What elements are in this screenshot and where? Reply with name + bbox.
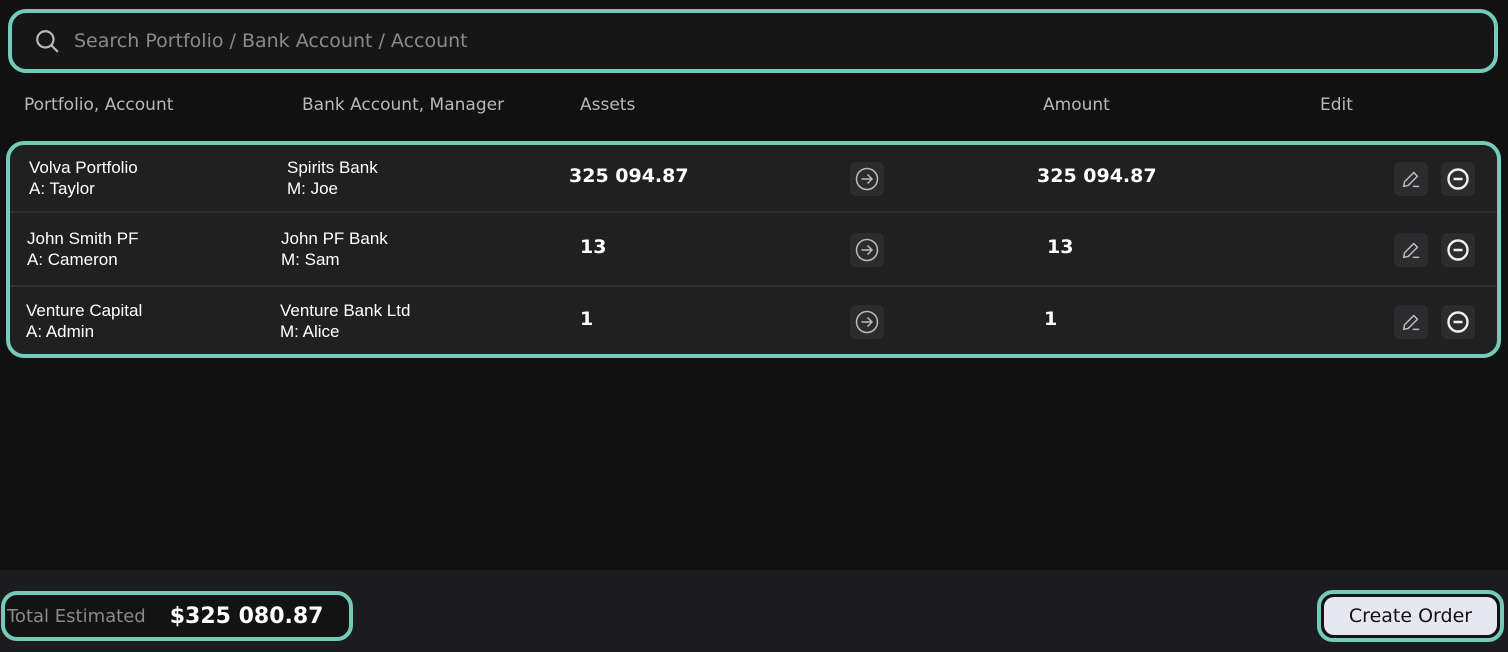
- arrow-right-circle-icon: [855, 167, 879, 191]
- pencil-icon: [1402, 314, 1420, 331]
- remove-button[interactable]: [1441, 162, 1475, 196]
- portfolio-name: John Smith PF: [27, 229, 139, 248]
- edit-button[interactable]: [1394, 233, 1428, 267]
- bank-cell: Venture Bank Ltd M: Alice: [280, 300, 410, 342]
- column-header-portfolio: Portfolio, Account: [24, 95, 174, 115]
- bank-name: Spirits Bank: [287, 158, 378, 177]
- total-label: Total Estimated: [7, 605, 146, 627]
- footer: Total Estimated $325 080.87 Create Order: [0, 570, 1508, 652]
- remove-button[interactable]: [1441, 233, 1475, 267]
- remove-button[interactable]: [1441, 305, 1475, 339]
- bank-cell: Spirits Bank M: Joe: [287, 157, 378, 199]
- total-value: $325 080.87: [169, 603, 324, 629]
- search-input[interactable]: [74, 30, 1374, 52]
- manager-name: M: Joe: [287, 179, 339, 198]
- amount-value[interactable]: 1: [1044, 308, 1058, 330]
- arrow-right-circle-icon: [855, 238, 879, 262]
- assets-value: 1: [580, 308, 594, 330]
- table-row[interactable]: John Smith PF A: Cameron John PF Bank M: S…: [10, 213, 1497, 287]
- assets-value: 325 094.87: [569, 165, 689, 187]
- pencil-icon: [1402, 242, 1420, 259]
- search-icon: [36, 30, 59, 53]
- amount-value[interactable]: 13: [1047, 236, 1074, 258]
- transfer-button[interactable]: [850, 233, 884, 267]
- edit-button[interactable]: [1394, 162, 1428, 196]
- column-header-edit: Edit: [1320, 95, 1353, 115]
- search-bar[interactable]: [8, 9, 1498, 73]
- portfolio-cell: Volva Portfolio A: Taylor: [29, 157, 138, 199]
- assets-value: 13: [580, 236, 607, 258]
- bank-cell: John PF Bank M: Sam: [281, 228, 388, 270]
- portfolio-name: Venture Capital: [26, 301, 143, 320]
- column-header-bank: Bank Account, Manager: [302, 95, 505, 115]
- manager-name: M: Alice: [280, 322, 340, 341]
- create-order-button[interactable]: Create Order: [1324, 597, 1497, 635]
- table-row[interactable]: Volva Portfolio A: Taylor Spirits Bank M: …: [10, 145, 1497, 213]
- minus-circle-icon: [1447, 311, 1469, 333]
- transfer-button[interactable]: [850, 305, 884, 339]
- bank-name: John PF Bank: [281, 229, 388, 248]
- portfolio-name: Volva Portfolio: [29, 158, 138, 177]
- pencil-icon: [1402, 171, 1420, 188]
- manager-name: M: Sam: [281, 250, 340, 269]
- column-header-amount: Amount: [1043, 95, 1110, 115]
- transfer-button[interactable]: [850, 162, 884, 196]
- edit-button[interactable]: [1394, 305, 1428, 339]
- portfolio-cell: Venture Capital A: Admin: [26, 300, 142, 342]
- column-header-assets: Assets: [580, 95, 636, 115]
- portfolio-cell: John Smith PF A: Cameron: [27, 228, 139, 270]
- accounts-table: Volva Portfolio A: Taylor Spirits Bank M: …: [6, 141, 1501, 358]
- table-row[interactable]: Venture Capital A: Admin Venture Bank Ltd…: [10, 287, 1497, 354]
- bank-name: Venture Bank Ltd: [280, 301, 411, 320]
- amount-value[interactable]: 325 094.87: [1037, 165, 1157, 187]
- minus-circle-icon: [1447, 239, 1469, 261]
- account-name: A: Taylor: [29, 179, 95, 198]
- account-name: A: Admin: [26, 322, 95, 341]
- account-name: A: Cameron: [27, 250, 118, 269]
- total-estimated: Total Estimated $325 080.87: [1, 591, 353, 641]
- minus-circle-icon: [1447, 168, 1469, 190]
- arrow-right-circle-icon: [855, 310, 879, 334]
